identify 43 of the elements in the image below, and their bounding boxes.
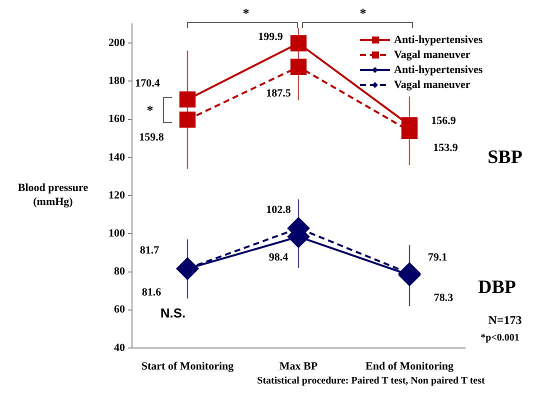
legend-label: Anti-hypertensives	[394, 34, 484, 46]
point	[290, 35, 307, 52]
y-tick-label: 140	[108, 151, 126, 164]
y-tick-label: 200	[108, 36, 126, 49]
y-axis-title: Blood pressure (mmHg)	[18, 182, 88, 208]
data-label: 170.4	[135, 77, 160, 90]
data-label: 81.6	[142, 286, 162, 299]
point	[401, 117, 418, 134]
data-label: 102.8	[266, 204, 292, 216]
data-label: 81.7	[140, 244, 160, 256]
legend-label: Vagal maneuver	[394, 78, 470, 91]
text: SBP	[488, 146, 523, 168]
data-label: 153.9	[433, 142, 458, 154]
annotation: N.S.	[160, 306, 186, 321]
data-label: 79.1	[428, 251, 448, 264]
y-tick-label: 40	[114, 342, 126, 354]
point	[179, 91, 196, 108]
legend-label: Vagal maneuver	[394, 48, 470, 61]
y-tick-label: 60	[114, 304, 126, 316]
data-label: 156.9	[431, 115, 456, 128]
data-label: 187.5	[266, 88, 292, 100]
x-tick-label: Start of Monitoring	[141, 360, 234, 372]
x-tick-label: Max BP	[279, 360, 318, 372]
data-label: 159.8	[139, 132, 164, 144]
legend-label: Anti-hypertensives	[394, 64, 484, 76]
data-label: 78.3	[434, 292, 454, 304]
text: *	[242, 5, 250, 20]
point	[290, 58, 307, 75]
y-tick-label: 180	[108, 75, 126, 88]
annotation: *	[146, 102, 154, 118]
y-tick-label: 80	[114, 266, 126, 278]
y-tick-label: 160	[108, 113, 126, 126]
data-label: 199.9	[258, 31, 284, 44]
text: N=173	[488, 313, 522, 328]
x-tick-label: End of Monitoring	[365, 360, 454, 372]
y-tick-label: 100	[108, 227, 126, 240]
text: *	[360, 5, 366, 20]
point	[179, 112, 196, 128]
y-tick-label: 120	[108, 189, 126, 202]
text: DBP	[478, 276, 516, 298]
data-label: 98.4	[268, 252, 289, 264]
text: Statistical procedure: Paired T test, Non paired T test	[257, 376, 486, 387]
text: *p<0.001	[480, 332, 520, 344]
